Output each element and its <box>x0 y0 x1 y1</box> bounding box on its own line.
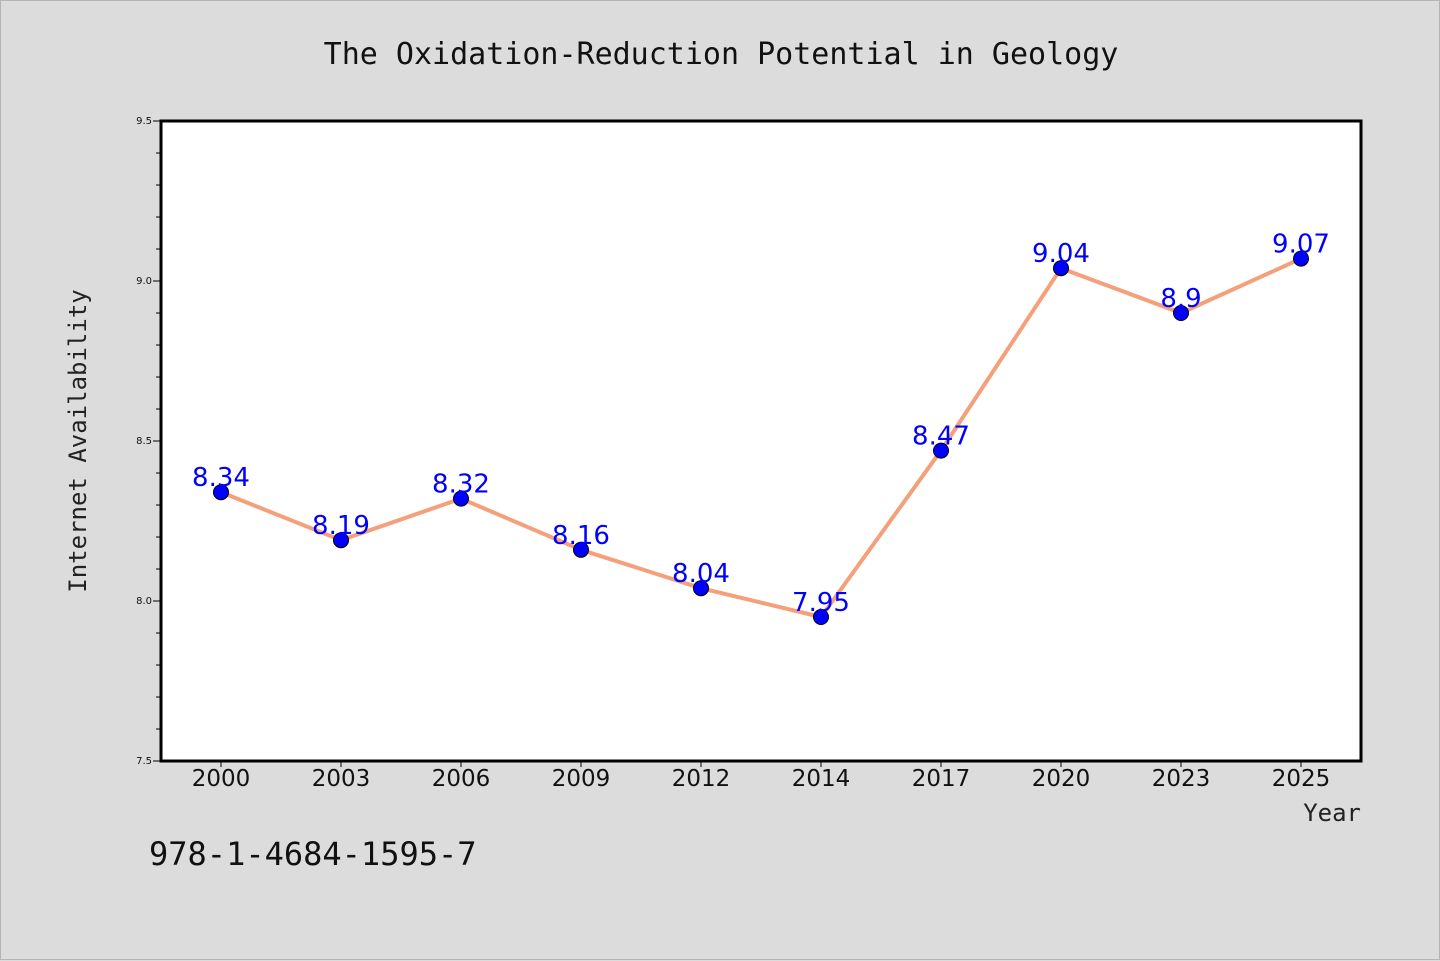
data-label: 8.16 <box>552 521 610 551</box>
x-axis-label: Year <box>1303 799 1361 827</box>
data-point <box>573 541 589 558</box>
data-label: 8.9 <box>1160 284 1201 314</box>
data-label: 8.34 <box>192 463 250 493</box>
y-axis-ticks: 7.5 8.0 8.5 9.0 9.5 <box>136 116 161 767</box>
plot-area <box>159 119 1363 763</box>
data-label: 9.04 <box>1032 239 1090 269</box>
x-tick-label: 2017 <box>912 766 971 792</box>
x-tick-label: 2003 <box>312 766 371 792</box>
x-tick-label: 2025 <box>1272 766 1331 792</box>
data-point <box>213 484 229 501</box>
data-point <box>333 532 349 549</box>
y-tick-label: 8.0 <box>136 596 152 607</box>
y-tick-label: 8.5 <box>136 436 152 447</box>
data-label: 8.04 <box>672 559 730 589</box>
data-point <box>1053 260 1069 277</box>
y-tick-label: 9.0 <box>136 276 152 287</box>
data-label: 8.47 <box>912 422 970 452</box>
data-label: 8.19 <box>312 511 370 541</box>
data-point <box>693 580 709 597</box>
data-point <box>933 442 949 459</box>
data-point <box>1173 305 1189 321</box>
x-tick-label: 2006 <box>432 766 491 792</box>
x-tick-label: 2023 <box>1152 766 1211 792</box>
data-label: 7.95 <box>792 588 850 618</box>
series-layer: 8.34 8.19 8.32 8.16 8.04 7.95 8.47 9.04 8.9 9.07 <box>192 230 1330 625</box>
x-tick-label: 2000 <box>192 766 251 792</box>
data-label: 8.32 <box>432 470 490 500</box>
data-label: 9.07 <box>1272 230 1330 260</box>
series-line <box>220 256 1302 619</box>
chart-title: The Oxidation-Reduction Potential in Geo… <box>324 37 1119 72</box>
x-tick-label: 2020 <box>1032 766 1091 792</box>
x-tick-label: 2012 <box>672 766 731 792</box>
x-tick-label: 2009 <box>552 766 611 792</box>
data-point <box>813 609 829 625</box>
x-axis-ticks: 2000 2003 2006 2009 2012 2014 2017 2020 2023 2025 <box>192 761 1331 792</box>
footer-isbn: 978-1-4684-1595-7 <box>149 835 477 873</box>
data-point <box>453 490 469 507</box>
x-tick-label: 2014 <box>792 766 851 792</box>
y-tick-label: 7.5 <box>136 756 152 767</box>
y-tick-label: 9.5 <box>136 116 152 127</box>
y-axis-label: Internet Availability <box>64 289 92 592</box>
data-point <box>1293 250 1309 267</box>
